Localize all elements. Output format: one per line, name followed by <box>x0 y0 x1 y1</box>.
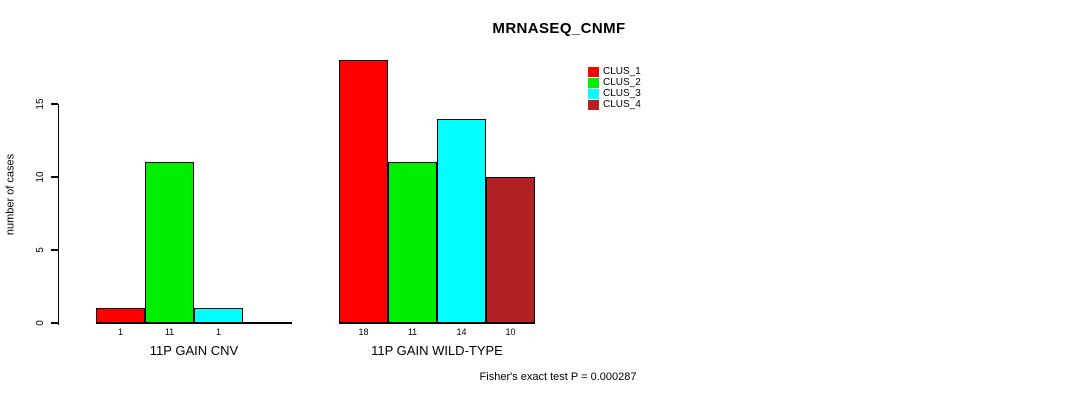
x-axis-baseline <box>96 322 292 324</box>
x-axis-group-label: 11P GAIN WILD-TYPE <box>371 343 503 358</box>
legend-label: CLUS_2 <box>603 77 641 88</box>
bar-clus_2-group2 <box>388 162 437 323</box>
legend-label: CLUS_1 <box>603 66 641 77</box>
legend-swatch-icon <box>588 88 599 99</box>
legend-entry: CLUS_4 <box>588 99 641 110</box>
y-axis-tick-label: 15 <box>34 98 46 110</box>
bar-clus_3-group2 <box>437 118 486 323</box>
bar-value-label: 18 <box>358 327 369 337</box>
bar-value-label: 14 <box>456 327 467 337</box>
y-axis-tick <box>50 103 58 105</box>
bar-value-label: 11 <box>407 327 418 337</box>
y-axis-line <box>57 104 59 325</box>
bar-clus_1-group2 <box>339 60 388 323</box>
legend-entry: CLUS_1 <box>588 66 641 77</box>
bar-value-label: 1 <box>117 327 123 337</box>
bar-clus_1-group1 <box>96 308 145 323</box>
fisher-test-annotation: Fisher's exact test P = 0.000287 <box>479 371 637 383</box>
x-axis-group-label: 11P GAIN CNV <box>149 343 239 358</box>
legend-swatch-icon <box>588 77 599 88</box>
legend-label: CLUS_3 <box>603 88 641 99</box>
bar-value-label: 1 <box>215 327 221 337</box>
legend-swatch-icon <box>588 99 599 110</box>
bar-value-label: 11 <box>164 327 175 337</box>
legend-entry: CLUS_2 <box>588 77 641 88</box>
legend-entry: CLUS_3 <box>588 88 641 99</box>
bar-clus_3-group1 <box>194 308 243 323</box>
y-axis-tick-label: 0 <box>34 320 46 326</box>
bar-value-label: 10 <box>505 327 516 337</box>
y-axis-tick-label: 10 <box>34 171 46 183</box>
y-axis-tick <box>50 249 58 251</box>
chart-title: MRNASEQ_CNMF <box>492 20 626 37</box>
legend-swatch-icon <box>588 66 599 77</box>
y-axis-tick <box>50 322 58 324</box>
y-axis-tick <box>50 176 58 178</box>
bar-clus_2-group1 <box>145 162 194 323</box>
legend: CLUS_1 CLUS_2 CLUS_3 CLUS_4 <box>588 66 641 110</box>
bar-clus_4-group2 <box>486 177 535 323</box>
legend-label: CLUS_4 <box>603 99 641 110</box>
y-axis-tick-label: 5 <box>34 247 46 253</box>
x-axis-baseline <box>339 322 535 324</box>
